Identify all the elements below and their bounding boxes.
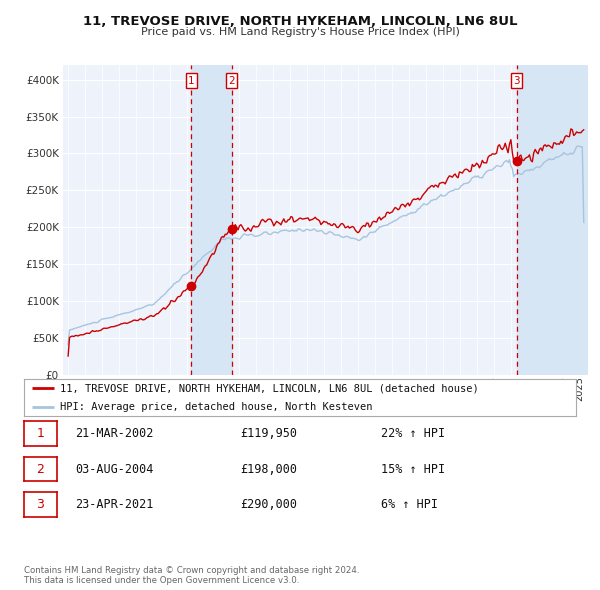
Text: 2: 2 — [228, 76, 235, 86]
Text: Contains HM Land Registry data © Crown copyright and database right 2024.
This d: Contains HM Land Registry data © Crown c… — [24, 566, 359, 585]
Text: 2: 2 — [37, 463, 44, 476]
Text: 11, TREVOSE DRIVE, NORTH HYKEHAM, LINCOLN, LN6 8UL: 11, TREVOSE DRIVE, NORTH HYKEHAM, LINCOL… — [83, 15, 517, 28]
Text: 6% ↑ HPI: 6% ↑ HPI — [381, 498, 438, 511]
Text: HPI: Average price, detached house, North Kesteven: HPI: Average price, detached house, Nort… — [60, 402, 373, 412]
Text: 03-AUG-2004: 03-AUG-2004 — [75, 463, 154, 476]
Text: 21-MAR-2002: 21-MAR-2002 — [75, 427, 154, 440]
Text: 1: 1 — [188, 76, 194, 86]
Bar — [517, 65, 588, 375]
Text: £290,000: £290,000 — [240, 498, 297, 511]
Text: 3: 3 — [37, 498, 44, 511]
Text: 1: 1 — [37, 427, 44, 440]
Text: £198,000: £198,000 — [240, 463, 297, 476]
Text: 15% ↑ HPI: 15% ↑ HPI — [381, 463, 445, 476]
Text: 3: 3 — [513, 76, 520, 86]
Bar — [191, 65, 232, 375]
Text: £119,950: £119,950 — [240, 427, 297, 440]
Text: Price paid vs. HM Land Registry's House Price Index (HPI): Price paid vs. HM Land Registry's House … — [140, 27, 460, 37]
Text: 23-APR-2021: 23-APR-2021 — [75, 498, 154, 511]
Text: 22% ↑ HPI: 22% ↑ HPI — [381, 427, 445, 440]
Text: 11, TREVOSE DRIVE, NORTH HYKEHAM, LINCOLN, LN6 8UL (detached house): 11, TREVOSE DRIVE, NORTH HYKEHAM, LINCOL… — [60, 384, 479, 394]
